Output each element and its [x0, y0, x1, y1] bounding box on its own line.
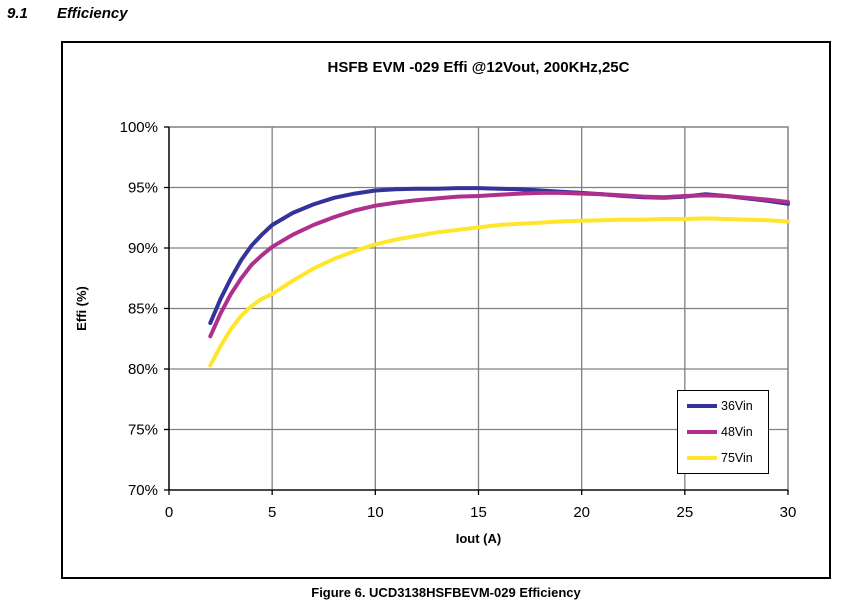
legend-swatch: [687, 404, 717, 408]
y-tick-label: 80%: [128, 361, 158, 378]
y-tick-label: 70%: [128, 482, 158, 499]
legend-label: 75Vin: [721, 450, 753, 465]
chart-legend: 36Vin 48Vin 75Vin: [677, 390, 769, 474]
series-line-36vin: [208, 186, 790, 325]
x-tick-label: 20: [573, 504, 590, 521]
y-tick-label: 100%: [120, 119, 158, 136]
section-title: Efficiency: [57, 5, 128, 22]
x-tick-label: 25: [676, 504, 693, 521]
legend-swatch: [687, 456, 717, 460]
x-tick-label: 15: [470, 504, 487, 521]
legend-item-48vin: 48Vin: [687, 426, 768, 439]
y-tick-label: 90%: [128, 240, 158, 257]
legend-label: 36Vin: [721, 398, 753, 413]
plot-svg: 100% 95% 90% 85% 80% 75% 70% 0 5 10 15 20 25 30 Effi (…: [74, 119, 797, 546]
legend-label: 48Vin: [721, 424, 753, 439]
section-heading: 9.1 Efficiency: [7, 5, 128, 22]
x-tick-label: 0: [165, 504, 173, 521]
series-line-48vin: [208, 190, 790, 339]
efficiency-chart: HSFB EVM -029 Effi @12Vout, 200KHz,25C 1…: [61, 41, 831, 579]
figure-caption: Figure 6. UCD3138HSFBEVM-029 Efficiency: [311, 585, 581, 600]
legend-item-75vin: 75Vin: [687, 452, 768, 465]
y-axis-title: Effi (%): [74, 286, 89, 331]
chart-title: HSFB EVM -029 Effi @12Vout, 200KHz,25C: [327, 59, 630, 76]
y-tick-label: 95%: [128, 180, 158, 197]
legend-item-36vin: 36Vin: [687, 400, 768, 413]
section-number: 9.1: [7, 5, 28, 22]
x-tick-label: 30: [780, 504, 797, 521]
y-tick-label: 75%: [128, 422, 158, 439]
x-axis-title: Iout (A): [456, 531, 501, 546]
y-tick-label: 85%: [128, 301, 158, 318]
series-line-75vin: [208, 216, 790, 368]
legend-swatch: [687, 430, 717, 434]
x-tick-label: 5: [268, 504, 276, 521]
x-tick-label: 10: [367, 504, 384, 521]
